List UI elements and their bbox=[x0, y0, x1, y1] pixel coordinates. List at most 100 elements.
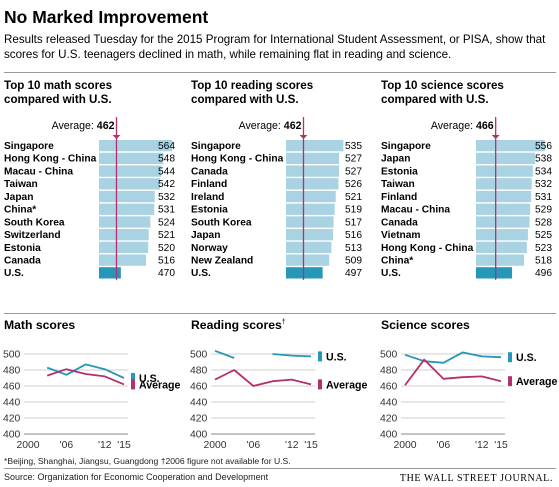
average-label: Average: 466 bbox=[431, 120, 494, 132]
rule-top bbox=[4, 72, 556, 73]
us-line bbox=[214, 349, 235, 359]
average-line-series bbox=[46, 368, 125, 386]
country-label: Japan bbox=[381, 154, 410, 165]
country-bar bbox=[476, 229, 528, 241]
y-tick-label: 460 bbox=[3, 382, 21, 393]
country-label: Switzerland bbox=[4, 230, 61, 241]
country-label: Singapore bbox=[381, 141, 431, 152]
country-bar bbox=[99, 140, 173, 152]
country-bar bbox=[286, 254, 330, 266]
science-bar-chart: Singapore 556 Japan 538 Estonia 534 Taiwan 532 F… bbox=[381, 117, 552, 280]
x-tick-label: '15 bbox=[494, 440, 508, 451]
country-label: Macau - China bbox=[4, 166, 73, 177]
x-tick-label: '06 bbox=[247, 440, 261, 451]
x-tick-label: '15 bbox=[304, 440, 318, 451]
math-panel-title: Top 10 math scores compared with U.S. bbox=[4, 79, 112, 107]
country-bar bbox=[286, 178, 339, 190]
country-bar bbox=[286, 140, 344, 152]
score-label: 556 bbox=[535, 141, 552, 152]
country-label: China* bbox=[381, 255, 413, 266]
reading-bar-chart: Singapore 535 Hong Kong - China 527 Canada 52… bbox=[191, 117, 362, 280]
score-label: 523 bbox=[535, 243, 552, 254]
y-tick-label: 500 bbox=[380, 350, 398, 361]
average-legend-label: Average bbox=[326, 379, 368, 391]
y-tick-label: 460 bbox=[190, 382, 208, 393]
country-bar bbox=[476, 241, 527, 254]
y-tick-label: 440 bbox=[190, 398, 208, 409]
x-tick-label: 2000 bbox=[16, 440, 39, 451]
score-label: 532 bbox=[535, 179, 552, 190]
x-tick-label: '12 bbox=[475, 440, 489, 451]
page-subtitle: Results released Tuesday for the 2015 Pr… bbox=[4, 33, 546, 61]
score-label: 516 bbox=[158, 255, 175, 266]
science-title-line2: compared with U.S. bbox=[381, 93, 489, 106]
reading-title-line2: compared with U.S. bbox=[191, 93, 299, 106]
country-bar bbox=[99, 254, 147, 266]
score-label: 519 bbox=[345, 205, 362, 216]
math-section-title-text: Math scores bbox=[4, 318, 76, 332]
reading-title-line1: Top 10 reading scores bbox=[191, 79, 314, 92]
us-legend-swatch bbox=[508, 352, 512, 363]
x-tick-label: '12 bbox=[98, 440, 112, 451]
score-label: 538 bbox=[535, 154, 552, 165]
y-tick-label: 500 bbox=[3, 350, 21, 361]
country-label: U.S. bbox=[4, 268, 24, 279]
country-bar bbox=[286, 216, 334, 228]
country-label: Macau - China bbox=[381, 205, 450, 216]
us-legend-label: U.S. bbox=[516, 352, 537, 364]
score-label: 513 bbox=[345, 243, 362, 254]
score-label: 521 bbox=[345, 192, 362, 203]
country-label: New Zealand bbox=[191, 255, 253, 266]
country-bar bbox=[286, 190, 336, 203]
score-label: 524 bbox=[158, 217, 175, 228]
country-bar bbox=[99, 178, 161, 190]
x-tick-label: '06 bbox=[60, 440, 74, 451]
country-label: Hong Kong - China bbox=[191, 154, 284, 165]
score-label: 548 bbox=[158, 154, 175, 165]
score-label: 542 bbox=[158, 179, 175, 190]
score-label: 544 bbox=[158, 166, 175, 177]
country-bar bbox=[99, 229, 149, 241]
footnote: *Beijing, Shanghai, Jiangsu, Guangdong †… bbox=[4, 456, 291, 466]
rule-middle bbox=[4, 313, 556, 314]
average-line-series bbox=[404, 358, 502, 386]
country-bar bbox=[286, 241, 332, 254]
source-note: Source: Organization for Economic Cooper… bbox=[4, 472, 269, 482]
country-bar bbox=[99, 152, 164, 165]
average-legend-label: Average bbox=[139, 379, 181, 391]
average-value: 466 bbox=[476, 120, 494, 132]
y-tick-label: 400 bbox=[380, 430, 398, 441]
score-label: 516 bbox=[345, 230, 362, 241]
y-tick-label: 420 bbox=[3, 414, 21, 425]
country-label: Vietnam bbox=[381, 230, 420, 241]
us-line bbox=[404, 351, 502, 364]
country-label: Singapore bbox=[4, 141, 54, 152]
country-label: China* bbox=[4, 205, 36, 216]
country-label: Hong Kong - China bbox=[381, 243, 474, 254]
country-bar bbox=[99, 165, 162, 177]
y-tick-label: 480 bbox=[3, 366, 21, 377]
average-line-series bbox=[214, 369, 312, 387]
average-prefix: Average: bbox=[239, 120, 284, 132]
country-label: South Korea bbox=[4, 217, 65, 228]
country-label: Canada bbox=[4, 255, 41, 266]
y-tick-label: 420 bbox=[190, 414, 208, 425]
reading-section-title-text: Reading scores bbox=[191, 318, 282, 332]
us-legend-label: U.S. bbox=[326, 351, 347, 363]
score-label: 470 bbox=[158, 268, 175, 279]
country-label: Finland bbox=[381, 192, 417, 203]
country-label: South Korea bbox=[191, 217, 252, 228]
country-bar bbox=[476, 165, 533, 177]
score-label: 531 bbox=[535, 192, 552, 203]
y-tick-label: 420 bbox=[380, 414, 398, 425]
score-label: 527 bbox=[345, 154, 362, 165]
science-section-title-text: Science scores bbox=[381, 318, 470, 332]
us-legend-swatch bbox=[131, 373, 135, 383]
score-label: 535 bbox=[345, 141, 362, 152]
x-tick-label: '06 bbox=[437, 440, 451, 451]
x-tick-label: 2000 bbox=[393, 440, 416, 451]
country-bar bbox=[476, 216, 530, 228]
country-label: U.S. bbox=[191, 268, 211, 279]
us-line bbox=[272, 353, 312, 358]
average-marker bbox=[491, 135, 500, 139]
